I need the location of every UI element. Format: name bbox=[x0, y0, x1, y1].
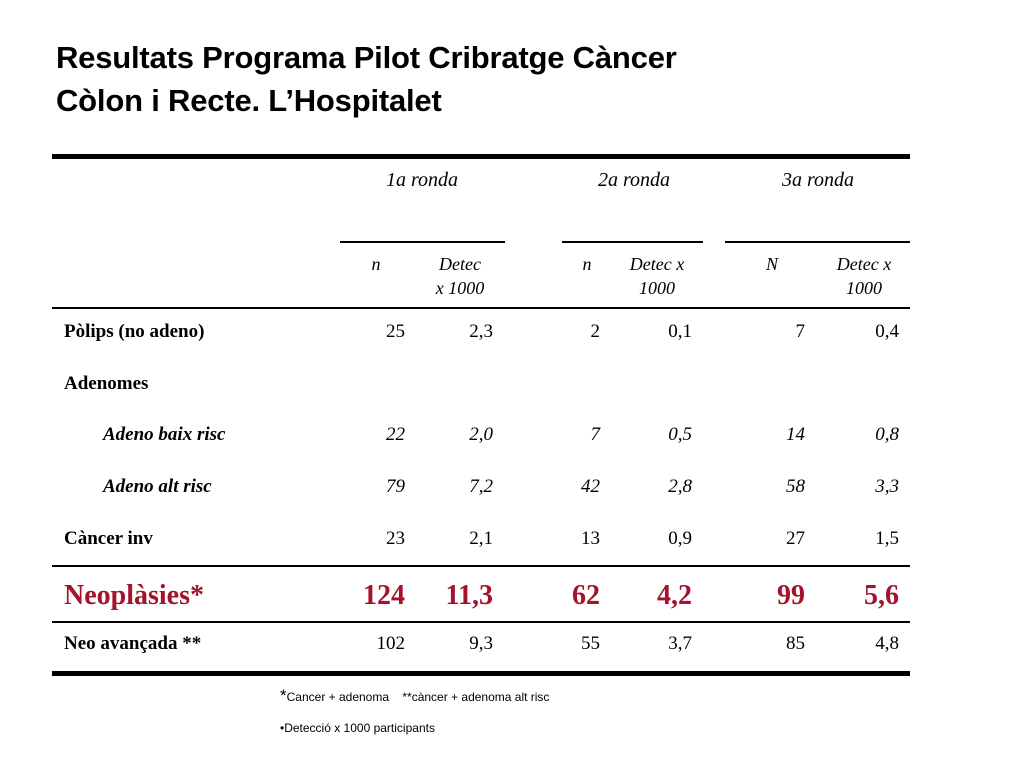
row-label-neoplasies: Neoplàsies* bbox=[64, 580, 204, 611]
row-label-polips: Pòlips (no adeno) bbox=[64, 321, 205, 342]
round-1-detec-header: Detec x 1000 bbox=[410, 252, 510, 300]
row-label-neo-avancada: Neo avançada ** bbox=[64, 633, 202, 654]
cell-neo-d1: 11,3 bbox=[445, 580, 493, 611]
round-1-header: 1a ronda bbox=[385, 169, 459, 191]
cell-avan-n2: 55 bbox=[581, 633, 600, 654]
cell-cancer-n2: 13 bbox=[581, 528, 600, 549]
cell-cancer-d2: 0,9 bbox=[668, 528, 692, 549]
cell-baix-n2: 7 bbox=[590, 424, 601, 445]
round-3-detec-line1: Detec x bbox=[836, 254, 892, 274]
cell-cancer-d3: 1,5 bbox=[875, 528, 899, 549]
round-2-detec-line1: Detec x bbox=[629, 254, 685, 274]
round-1-detec-line2: x 1000 bbox=[435, 278, 485, 298]
cell-alt-n2: 42 bbox=[581, 476, 600, 497]
row-label-adeno-alt: Adeno alt risc bbox=[103, 476, 212, 497]
cell-cancer-d1: 2,1 bbox=[469, 528, 493, 549]
cell-neo-d2: 4,2 bbox=[657, 580, 692, 611]
cell-baix-n3: 14 bbox=[786, 424, 805, 445]
cell-polips-d1: 2,3 bbox=[469, 321, 493, 342]
cell-alt-n1: 79 bbox=[386, 476, 405, 497]
footnote-star: * bbox=[280, 686, 287, 705]
round-2-detec-header: Detec x 1000 bbox=[607, 252, 707, 300]
slide-title: Resultats Programa Pilot Cribratge Cànce… bbox=[56, 36, 956, 122]
cell-alt-d2: 2,8 bbox=[668, 476, 692, 497]
cell-neo-d3: 5,6 bbox=[864, 580, 899, 611]
cell-avan-d3: 4,8 bbox=[875, 633, 899, 654]
header-bottom-rule bbox=[52, 307, 910, 309]
cell-baix-n1: 22 bbox=[386, 424, 405, 445]
round-2-n-header: n bbox=[582, 254, 592, 274]
round-3-header: 3a ronda bbox=[781, 169, 855, 191]
cell-alt-n3: 58 bbox=[786, 476, 805, 497]
cell-baix-d3: 0,8 bbox=[875, 424, 899, 445]
neo-bottom-rule bbox=[52, 621, 910, 623]
round-3-detec-line2: 1000 bbox=[846, 278, 882, 298]
cell-baix-d2: 0,5 bbox=[668, 424, 692, 445]
title-line-1: Resultats Programa Pilot Cribratge Cànce… bbox=[56, 40, 677, 75]
cell-avan-n1: 102 bbox=[376, 633, 406, 654]
cell-alt-d1: 7,2 bbox=[469, 476, 493, 497]
footnote-definitions: *Cancer + adenoma **càncer + adenoma alt… bbox=[280, 687, 550, 704]
footnote-detection: •Detecció x 1000 participants bbox=[280, 721, 435, 735]
cell-avan-d1: 9,3 bbox=[469, 633, 493, 654]
cell-polips-n3: 7 bbox=[795, 321, 806, 342]
cell-neo-n3: 99 bbox=[777, 580, 805, 611]
cell-polips-d2: 0,1 bbox=[668, 321, 692, 342]
row-label-adeno-baix: Adeno baix risc bbox=[103, 424, 226, 445]
table-bottom-rule bbox=[52, 671, 910, 676]
cell-polips-n2: 2 bbox=[590, 321, 601, 342]
round-1-n-header: n bbox=[371, 254, 381, 274]
row-label-cancer-inv: Càncer inv bbox=[64, 528, 153, 549]
cell-polips-d3: 0,4 bbox=[875, 321, 899, 342]
cell-alt-d3: 3,3 bbox=[875, 476, 899, 497]
cell-cancer-n1: 23 bbox=[386, 528, 405, 549]
neo-top-rule bbox=[52, 565, 910, 567]
cell-avan-n3: 85 bbox=[786, 633, 805, 654]
cell-neo-n1: 124 bbox=[363, 580, 405, 611]
round2-underline bbox=[562, 241, 703, 243]
cell-cancer-n3: 27 bbox=[786, 528, 805, 549]
round-3-n-header: N bbox=[765, 254, 778, 274]
cell-neo-n2: 62 bbox=[572, 580, 600, 611]
round-2-header: 2a ronda bbox=[597, 169, 671, 191]
title-line-2: Còlon i Recte. L’Hospitalet bbox=[56, 83, 442, 118]
row-label-adenomes: Adenomes bbox=[64, 373, 149, 394]
table-top-rule bbox=[52, 154, 910, 159]
round-3-detec-header: Detec x 1000 bbox=[814, 252, 914, 300]
cell-baix-d1: 2,0 bbox=[469, 424, 493, 445]
round-2-detec-line2: 1000 bbox=[639, 278, 675, 298]
cell-avan-d2: 3,7 bbox=[668, 633, 692, 654]
footnote-line-1: Cancer + adenoma **càncer + adenoma alt … bbox=[286, 690, 550, 704]
round1-underline bbox=[340, 241, 505, 243]
round-1-detec-line1: Detec bbox=[439, 254, 481, 274]
round3-underline bbox=[725, 241, 910, 243]
cell-polips-n1: 25 bbox=[386, 321, 405, 342]
